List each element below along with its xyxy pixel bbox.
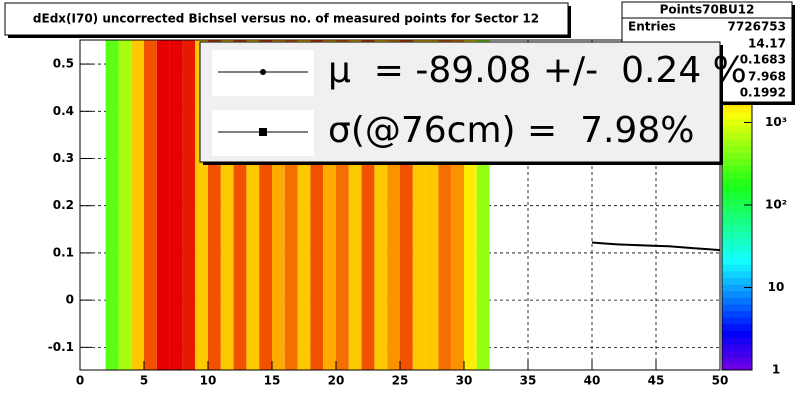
z-tick-label: 1 — [772, 363, 780, 377]
z-tick-label: 10³ — [765, 115, 787, 129]
colorbar-swatch — [722, 284, 752, 292]
heat-cell — [131, 40, 144, 370]
colorbar-swatch — [722, 317, 752, 325]
y-tick-label: 0 — [66, 293, 74, 307]
legend-entry: μ = -89.08 +/- 0.24 % — [328, 50, 747, 91]
colorbar-swatch — [722, 337, 752, 345]
z-tick-label: 10 — [768, 280, 785, 294]
x-tick-label: 45 — [648, 374, 665, 388]
y-tick-label: 0.1 — [53, 245, 74, 259]
colorbar-swatch — [722, 112, 752, 120]
x-tick-label: 40 — [584, 374, 601, 388]
colorbar-swatch — [722, 271, 752, 279]
heat-cell — [169, 40, 183, 370]
y-tick-label: 0.4 — [53, 104, 74, 118]
stats-label: Entries — [628, 20, 676, 34]
legend-key-marker — [259, 128, 267, 136]
colorbar-swatch — [722, 238, 752, 246]
colorbar-swatch — [722, 185, 752, 193]
colorbar-swatch — [722, 152, 752, 160]
colorbar-swatch — [722, 191, 752, 199]
colorbar-swatch — [722, 211, 752, 219]
colorbar-swatch — [722, 198, 752, 206]
colorbar-swatch — [722, 218, 752, 226]
colorbar-swatch — [722, 244, 752, 252]
x-tick-label: 30 — [456, 374, 473, 388]
colorbar-swatch — [722, 257, 752, 265]
stats-value: 0.1683 — [740, 53, 786, 67]
colorbar-swatch — [722, 356, 752, 364]
y-tick-label: 0.5 — [53, 57, 74, 71]
chart-title: dEdx(I70) uncorrected Bichsel versus no.… — [33, 12, 539, 26]
x-tick-label: 35 — [520, 374, 537, 388]
colorbar-swatch — [722, 290, 752, 298]
colorbar-swatch — [722, 172, 752, 180]
colorbar-swatch — [722, 264, 752, 272]
heat-cell — [118, 40, 132, 370]
legend-key-marker — [260, 69, 266, 75]
colorbar-swatch — [722, 323, 752, 331]
colorbar-swatch — [722, 158, 752, 166]
colorbar-swatch — [722, 330, 752, 338]
x-tick-label: 0 — [76, 374, 84, 388]
heat-cell — [156, 40, 170, 370]
profile-line — [591, 241, 721, 252]
colorbar-swatch — [722, 132, 752, 140]
x-tick-label: 25 — [392, 374, 409, 388]
heat-cell — [182, 40, 196, 370]
y-tick-label: 0.3 — [53, 151, 74, 165]
x-tick-label: 15 — [264, 374, 281, 388]
colorbar-swatch — [722, 119, 752, 127]
z-tick-label: 10² — [765, 198, 787, 212]
stats-value: 7.968 — [748, 70, 786, 84]
colorbar-swatch — [722, 350, 752, 358]
stats-value: 14.17 — [748, 37, 786, 51]
colorbar-swatch — [722, 231, 752, 239]
stats-name: Points70BU12 — [660, 3, 755, 17]
y-tick-label: -0.1 — [48, 340, 74, 354]
x-tick-label: 10 — [200, 374, 217, 388]
heat-cell — [105, 40, 119, 370]
colorbar-swatch — [722, 165, 752, 173]
colorbar-swatch — [722, 304, 752, 312]
colorbar-swatch — [722, 205, 752, 213]
colorbar-swatch — [722, 139, 752, 147]
heat-cell — [144, 40, 157, 370]
colorbar-swatch — [722, 178, 752, 186]
stats-value: 7726753 — [728, 20, 786, 34]
colorbar-swatch — [722, 310, 752, 318]
colorbar-swatch — [722, 224, 752, 232]
colorbar-swatch — [722, 363, 752, 371]
colorbar-swatch — [722, 145, 752, 153]
colorbar-swatch — [722, 297, 752, 305]
y-tick-label: 0.2 — [53, 198, 74, 212]
colorbar-swatch — [722, 125, 752, 133]
colorbar-swatch — [722, 343, 752, 351]
x-tick-label: 5 — [140, 374, 148, 388]
legend-entry: σ(@76cm) = 7.98% — [328, 110, 694, 151]
x-tick-label: 20 — [328, 374, 345, 388]
x-tick-label: 50 — [712, 374, 729, 388]
colorbar-swatch — [722, 251, 752, 259]
stats-value: 0.1992 — [740, 86, 786, 100]
colorbar-swatch — [722, 277, 752, 285]
overlays: dEdx(I70) uncorrected Bichsel versus no.… — [4, 1, 795, 165]
title-box — [4, 2, 569, 36]
colorbar-swatch — [722, 106, 752, 114]
